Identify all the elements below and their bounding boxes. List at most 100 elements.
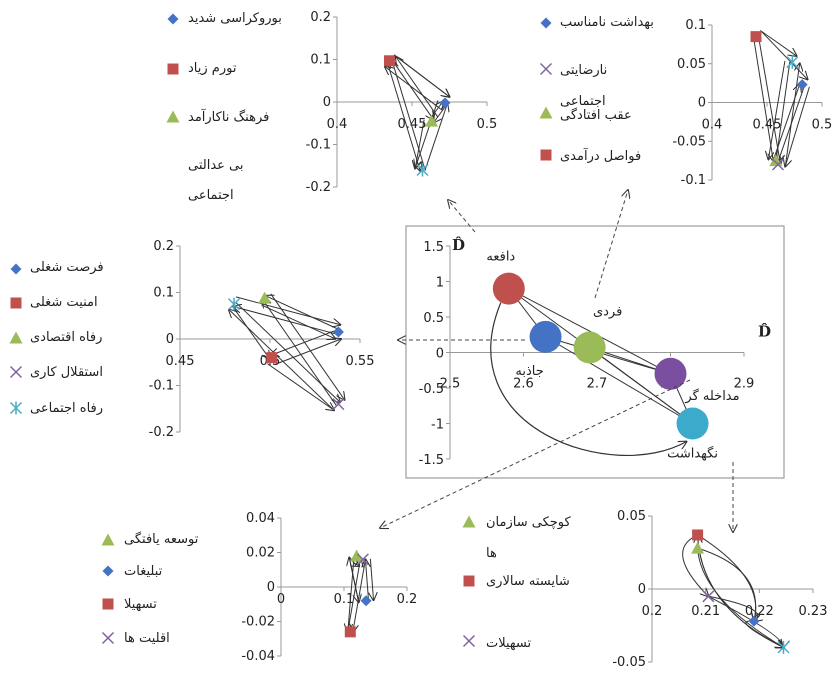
interaction-arrow: [697, 548, 784, 647]
legend-label: بهداشت نامناسب: [560, 15, 654, 30]
legend-label: رفاه اقتصادی: [30, 330, 103, 345]
legend-marker-square: [102, 598, 114, 610]
data-point-square: [750, 31, 762, 43]
interaction-arrow: [698, 535, 784, 648]
x-tick-label: 0.5: [812, 118, 833, 133]
panel-top-right: 0.10.050-0.05-0.10.4 0.45 0.5: [539, 17, 833, 188]
data-point-triangle: [691, 541, 705, 554]
interaction-arrow: [392, 60, 426, 170]
legend-marker-x: [9, 365, 23, 379]
y-tick-label: -0.02: [241, 615, 275, 630]
x-tick-label: 0.23: [799, 604, 828, 619]
panel-top-left: 0.20.10-0.1-0.20.4 0.45 0.5: [166, 10, 498, 195]
legend-label: استقلال کاری: [30, 365, 103, 380]
interaction-arrow: [271, 329, 338, 356]
y-tick-label: 0: [267, 580, 275, 595]
bubble-label: جاذبه: [515, 364, 543, 379]
x-tick-label: 0.45: [166, 354, 195, 369]
legend-marker-x: [101, 631, 115, 645]
x-tick-label: 0.2: [397, 592, 418, 607]
legend-label: تسهیلات: [486, 636, 532, 651]
interaction-arrow: [391, 59, 434, 119]
legend-label: فرصت شغلی: [30, 260, 104, 275]
data-point-triangle: [258, 291, 272, 304]
interaction-arrow: [348, 555, 355, 632]
y-tick-label: -0.5: [419, 382, 444, 397]
legend-marker-square: [167, 63, 179, 75]
y-tick-label: 0.05: [677, 57, 706, 72]
interaction-arrow: [231, 305, 270, 359]
interaction-arrow: [785, 86, 810, 167]
panel-bottom-left: 0.040.020-0.02-0.040 0.1 0.2: [101, 511, 418, 664]
data-point-square: [344, 626, 356, 638]
y-tick-label: -0.04: [241, 649, 275, 664]
bubble: [529, 320, 562, 353]
y-tick-label: -0.05: [672, 134, 706, 149]
y-tick-label: -0.05: [612, 655, 646, 670]
bubble-label: دافعه: [486, 250, 515, 265]
legend-marker-square: [10, 297, 22, 309]
interaction-arrow: [757, 36, 780, 164]
y-tick-label: 0: [436, 347, 444, 362]
panel-bottom-right: 0.05 0 -0.05 0.2 0.21 0.22 0.23: [462, 509, 828, 670]
data-point-diamond: [332, 326, 344, 338]
legend-label: ها: [486, 546, 497, 561]
legend-label: کوچکی سازمان: [486, 515, 571, 530]
bubble-label: مداخله گر: [684, 388, 739, 404]
interaction-arrow: [784, 63, 799, 166]
data-point-x: [356, 553, 369, 566]
legend-label: فرهنگ ناکارآمد: [188, 110, 270, 125]
legend-marker-triangle: [101, 533, 115, 546]
interaction-arrow: [261, 304, 335, 339]
y-tick-label: 0.02: [246, 546, 275, 561]
bubble: [654, 357, 687, 390]
legend-label: تسهیلا: [124, 597, 157, 612]
interaction-arrow: [697, 547, 756, 621]
y-tick-label: 0: [698, 96, 706, 111]
data-point-star: [786, 55, 799, 69]
data-point-star: [777, 640, 790, 654]
interaction-arrow: [396, 56, 439, 118]
y-tick-label: 1: [436, 276, 444, 291]
interaction-arrow: [274, 339, 341, 366]
bubble-arrow: [545, 336, 693, 424]
y-tick-label: 0.2: [153, 239, 174, 254]
data-point-diamond: [439, 97, 451, 109]
y-tick-label: 1.5: [423, 240, 444, 255]
interaction-arrow: [424, 104, 448, 171]
interaction-arrow: [415, 119, 425, 169]
interaction-arrow: [760, 30, 796, 56]
legend-label: رفاه اجتماعی: [30, 401, 104, 416]
center-bubble-chart: 1.510.50-0.5-1-1.52.52.62.72.82.9D̂D̂داف…: [419, 236, 771, 468]
data-point-x: [702, 590, 715, 603]
bubble-arrow: [589, 347, 693, 424]
x-tick-label: 0.55: [346, 354, 375, 369]
bubble: [676, 407, 709, 440]
legend-marker-x: [539, 62, 553, 76]
connectors: [380, 190, 733, 532]
legend-label: فواصل درآمدی: [560, 149, 642, 164]
y-tick-label: -0.1: [149, 379, 174, 394]
x-tick-label: 2.7: [587, 377, 608, 392]
legend-marker-diamond: [540, 17, 552, 29]
interaction-arrow: [365, 559, 368, 601]
bubble-label: فردی: [593, 305, 622, 320]
y-tick-label: 0: [323, 95, 331, 110]
x-tick-label: 0.5: [477, 117, 498, 132]
connector-to-top-left: [448, 200, 476, 233]
interaction-arrow: [353, 563, 359, 566]
legend-label: امنیت شغلی: [30, 295, 98, 310]
legend-label: بی عدالتی: [188, 158, 244, 173]
legend-label: عقب افتادگی: [560, 108, 632, 123]
legend-label: اجتماعی: [188, 188, 234, 203]
interaction-arrow: [393, 54, 450, 97]
interaction-arrow: [753, 36, 774, 161]
x-tick-label: 0.4: [327, 117, 348, 132]
interaction-arrow: [385, 67, 441, 110]
interaction-arrow: [386, 61, 420, 170]
data-point-square: [692, 529, 704, 541]
x-tick-label: 2.6: [513, 377, 534, 392]
legend-marker-x: [462, 634, 476, 648]
legend-marker-triangle: [9, 331, 23, 344]
y-tick-label: 0.1: [310, 53, 331, 68]
